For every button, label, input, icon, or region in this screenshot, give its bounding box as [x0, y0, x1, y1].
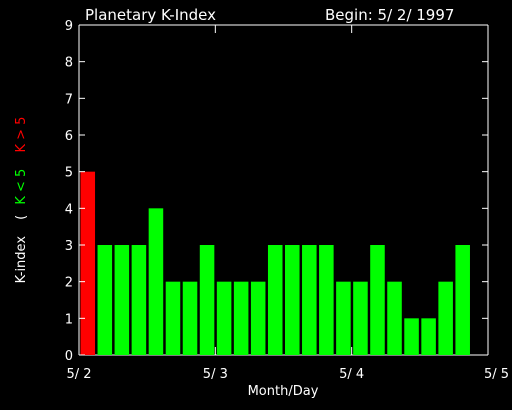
svg-text:K-index ( K < 5: K-index ( K < 5 K > 5 [14, 117, 29, 284]
bar-2 [114, 245, 130, 355]
bar-9 [233, 281, 249, 355]
y-tick-label-4: 4 [65, 202, 73, 217]
x-tick-label-1: 5/ 3 [203, 367, 228, 382]
y-axis-label: K-index [14, 236, 29, 284]
begin-date-label: Begin: 5/ 2/ 1997 [325, 6, 454, 24]
x-axis-label: Month/Day [248, 384, 319, 399]
bar-20 [421, 318, 436, 355]
bar-1 [97, 245, 113, 355]
y-tick-label-6: 6 [65, 129, 73, 144]
y-tick-label-9: 9 [65, 19, 73, 34]
x-axis: 5/ 2 5/ 3 5/ 4 5/ 5 [66, 25, 509, 382]
chart-title: Planetary K-Index [85, 6, 216, 24]
legend-red-label: K > 5 [14, 117, 29, 153]
y-tick-label-2: 2 [65, 276, 73, 291]
y-tick-label-1: 1 [65, 312, 73, 327]
plot-frame [78, 24, 489, 356]
bar-22 [455, 245, 470, 355]
x-tick-label-0: 5/ 2 [66, 367, 91, 382]
bar-17 [370, 245, 385, 355]
y-tick-label-7: 7 [65, 92, 73, 107]
bar-12 [285, 245, 300, 355]
bar-10 [250, 281, 266, 355]
bar-6 [182, 281, 198, 355]
bar-19 [404, 318, 419, 355]
x-tick-label-2: 5/ 4 [339, 367, 364, 382]
y-axis: 0 1 2 3 4 5 6 7 8 9 [65, 19, 488, 364]
bar-18 [387, 281, 402, 355]
bar-15 [336, 281, 351, 355]
bars [80, 171, 470, 355]
legend-green-label: K < 5 [14, 169, 29, 205]
y-tick-label-5: 5 [65, 166, 73, 181]
bar-4 [148, 208, 164, 355]
bar-21 [438, 281, 453, 355]
y-tick-label-3: 3 [65, 239, 73, 254]
bar-5 [165, 281, 181, 355]
bar-11 [267, 245, 283, 355]
bar-0 [80, 171, 96, 355]
x-tick-label-3: 5/ 5 [484, 367, 509, 382]
y-axis-label-group: K-index ( K < 5 K > 5 [14, 117, 29, 284]
bar-8 [216, 281, 232, 355]
legend-open-paren: ( [14, 215, 29, 220]
bar-16 [353, 281, 368, 355]
bar-3 [131, 245, 147, 355]
y-tick-label-0: 0 [65, 349, 73, 364]
bar-13 [302, 245, 317, 355]
bar-7 [199, 245, 215, 355]
bar-14 [319, 245, 334, 355]
y-tick-label-8: 8 [65, 56, 73, 71]
